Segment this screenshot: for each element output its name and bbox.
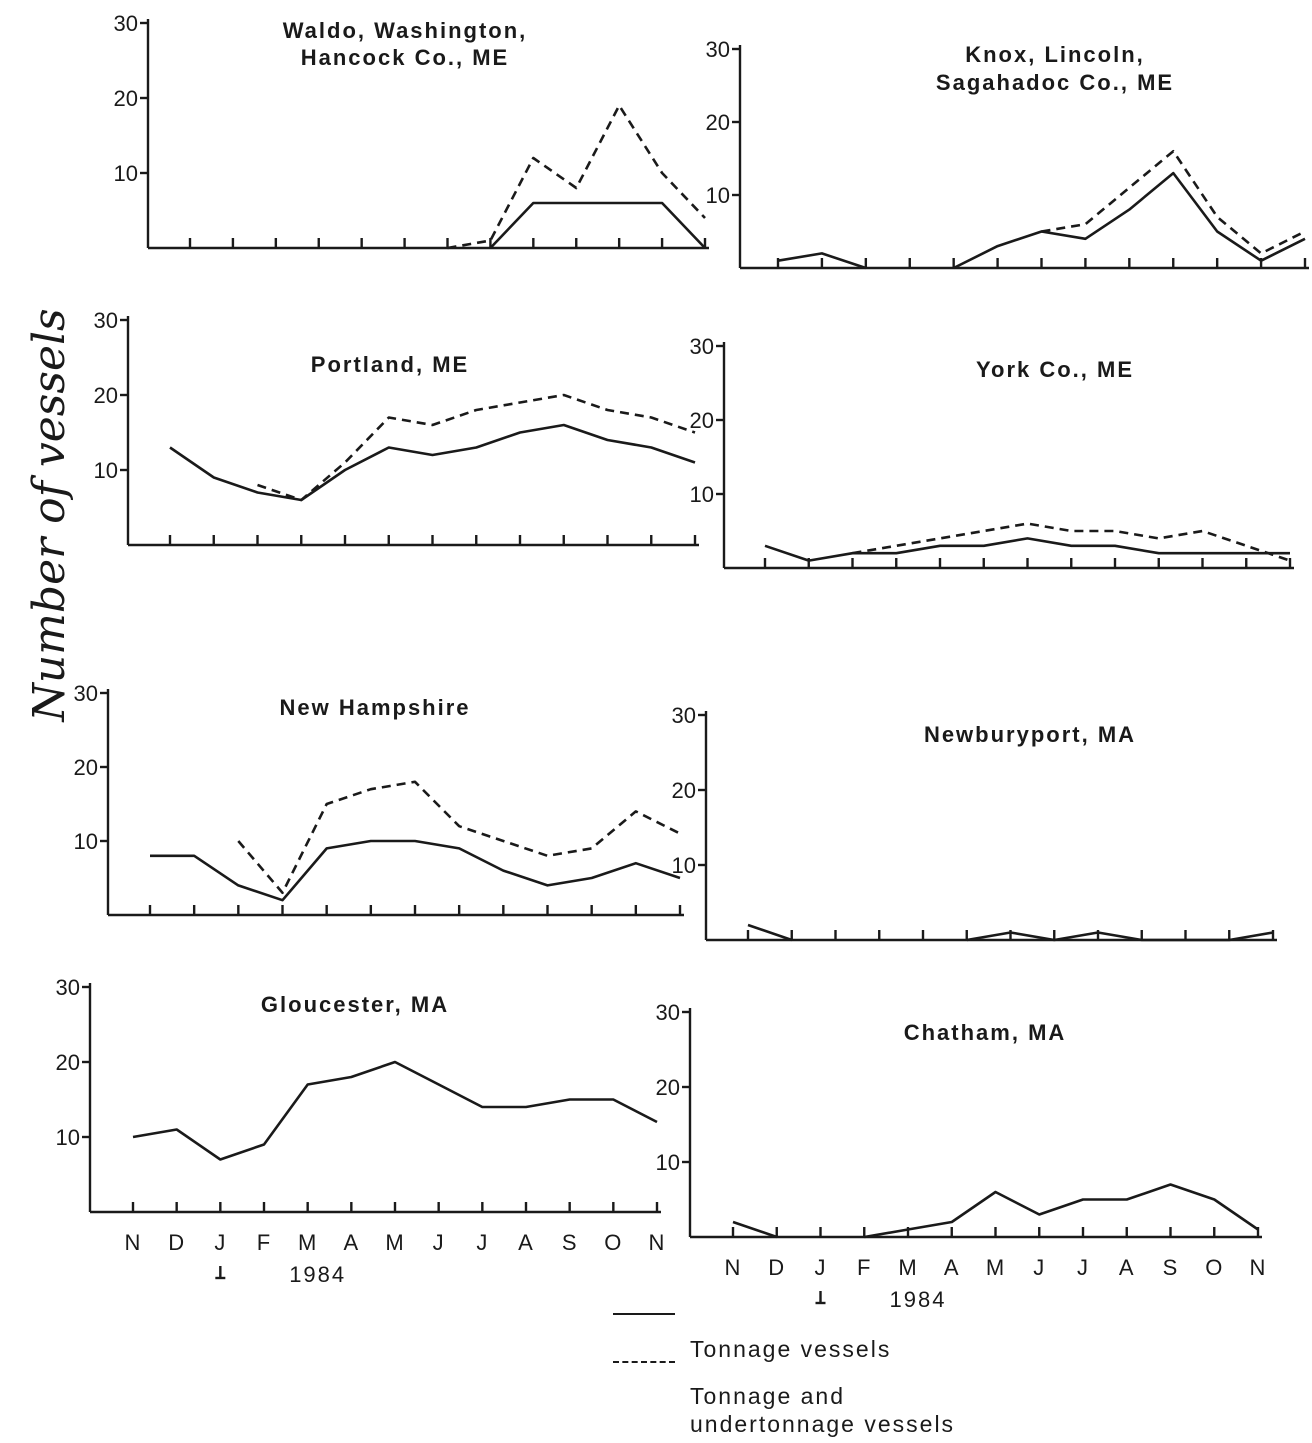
x-tick-label: J xyxy=(433,1230,445,1255)
y-tick-label: 10 xyxy=(114,161,138,186)
y-tick-label: 10 xyxy=(74,829,98,854)
y-tick-label: 20 xyxy=(690,408,714,433)
panel-title-line: York Co., ME xyxy=(976,357,1134,382)
x-tick-label: F xyxy=(857,1255,871,1280)
legend-dashed-swatch xyxy=(613,1361,675,1363)
y-tick-label: 10 xyxy=(672,853,696,878)
panel-1: 10 20 30 Waldo, Washington,Hancock Co., ME xyxy=(114,11,709,250)
series-line-tonnage-and-undertonnage xyxy=(257,393,696,502)
y-tick-label: 20 xyxy=(74,755,98,780)
series-line-tonnage-and-undertonnage xyxy=(852,522,1291,562)
x-tick-label: J xyxy=(815,1255,827,1280)
x-tick-label: J xyxy=(214,1230,226,1255)
y-tick-label: 10 xyxy=(706,183,730,208)
x-tick-label: D xyxy=(768,1255,785,1280)
year-label: 1984 xyxy=(890,1287,947,1312)
panel-title-line: Portland, ME xyxy=(311,352,469,377)
panel-5: 10 20 30 New Hampshire xyxy=(74,681,684,917)
panel-8: 10 20 30 Chatham, MA N D J F M A M J J A S O N 1984 xyxy=(656,1000,1267,1312)
x-tick-label: M xyxy=(986,1255,1005,1280)
series-line-tonnage xyxy=(747,923,1274,942)
y-axis-title: Number of vessels xyxy=(14,280,75,750)
panel-3: 10 20 30 Portland, ME xyxy=(94,308,699,547)
y-tick-label: 10 xyxy=(656,1150,680,1175)
year-label: 1984 xyxy=(289,1262,346,1287)
x-tick-label: A xyxy=(518,1230,534,1255)
x-tick-label: A xyxy=(944,1255,960,1280)
panel-title-line: Sagahadoc Co., ME xyxy=(936,70,1174,95)
series-line-tonnage xyxy=(169,423,696,502)
x-tick-label: S xyxy=(562,1230,578,1255)
x-tick-label: F xyxy=(257,1230,271,1255)
y-tick-label: 20 xyxy=(94,383,118,408)
series-line-tonnage xyxy=(150,839,681,902)
panel-title-line: Gloucester, MA xyxy=(261,992,449,1017)
x-tick-label: J xyxy=(1033,1255,1045,1280)
x-tick-label: S xyxy=(1163,1255,1179,1280)
series-line-tonnage xyxy=(489,201,706,249)
panel-title-line: Knox, Lincoln, xyxy=(965,42,1145,67)
y-tick-label: 30 xyxy=(74,681,98,706)
series-line-tonnage xyxy=(132,1060,658,1161)
legend-solid-swatch xyxy=(613,1313,675,1315)
series-line-tonnage xyxy=(732,1183,1259,1239)
panel-title-line: Waldo, Washington, xyxy=(283,18,528,43)
y-tick-label: 30 xyxy=(56,975,80,1000)
panel-2: 10 20 30 Knox, Lincoln, Sagahadoc Co., ME xyxy=(706,37,1309,270)
y-tick-label: 20 xyxy=(672,778,696,803)
x-tick-label: D xyxy=(168,1230,185,1255)
y-tick-label: 30 xyxy=(656,1000,680,1025)
y-tick-label: 20 xyxy=(56,1050,80,1075)
legend-both-label-line2: undertonnage vessels xyxy=(690,1411,956,1437)
y-axis-title-text: Number of vessels xyxy=(24,308,75,722)
series-line-tonnage xyxy=(764,537,1290,562)
y-tick-label: 30 xyxy=(114,11,138,36)
series-line-tonnage-and-undertonnage xyxy=(447,104,706,250)
panel-7: 10 20 30 Gloucester, MA N D J F M A M J J A S O N 1984 xyxy=(56,975,666,1287)
panel-title-line: Chatham, MA xyxy=(904,1020,1067,1045)
panel-title-line: Hancock Co., ME xyxy=(301,45,509,70)
panel-title-line: Newburyport, MA xyxy=(924,722,1136,747)
legend-tonnage-label: Tonnage vessels xyxy=(690,1336,892,1362)
y-tick-label: 30 xyxy=(94,308,118,333)
y-tick-label: 20 xyxy=(706,110,730,135)
y-tick-label: 10 xyxy=(56,1125,80,1150)
series-line-tonnage xyxy=(777,171,1306,270)
x-tick-label: N xyxy=(125,1230,142,1255)
panel-title-line: New Hampshire xyxy=(279,695,470,720)
y-tick-label: 30 xyxy=(706,37,730,62)
panel-6: 10 20 30 Newburyport, MA xyxy=(672,703,1277,942)
x-tick-label: J xyxy=(476,1230,488,1255)
y-tick-label: 20 xyxy=(114,86,138,111)
x-tick-label: N xyxy=(1250,1255,1267,1280)
x-tick-label: M xyxy=(898,1255,917,1280)
y-tick-label: 10 xyxy=(690,482,714,507)
x-tick-label: O xyxy=(604,1230,622,1255)
x-tick-label: A xyxy=(343,1230,359,1255)
series-line-tonnage-and-undertonnage xyxy=(1041,149,1306,255)
panel-4: 10 20 30 York Co., ME xyxy=(690,334,1294,570)
x-tick-label: N xyxy=(649,1230,666,1255)
y-tick-label: 20 xyxy=(656,1075,680,1100)
series-line-tonnage-and-undertonnage xyxy=(237,780,681,895)
legend-both-label-line1: Tonnage and xyxy=(690,1383,846,1409)
x-tick-label: O xyxy=(1205,1255,1223,1280)
y-tick-label: 30 xyxy=(690,334,714,359)
x-tick-label: M xyxy=(385,1230,404,1255)
x-tick-label: N xyxy=(725,1255,742,1280)
x-tick-label: A xyxy=(1119,1255,1135,1280)
y-tick-label: 30 xyxy=(672,703,696,728)
x-tick-label: M xyxy=(298,1230,317,1255)
y-tick-label: 10 xyxy=(94,458,118,483)
x-tick-label: J xyxy=(1077,1255,1089,1280)
